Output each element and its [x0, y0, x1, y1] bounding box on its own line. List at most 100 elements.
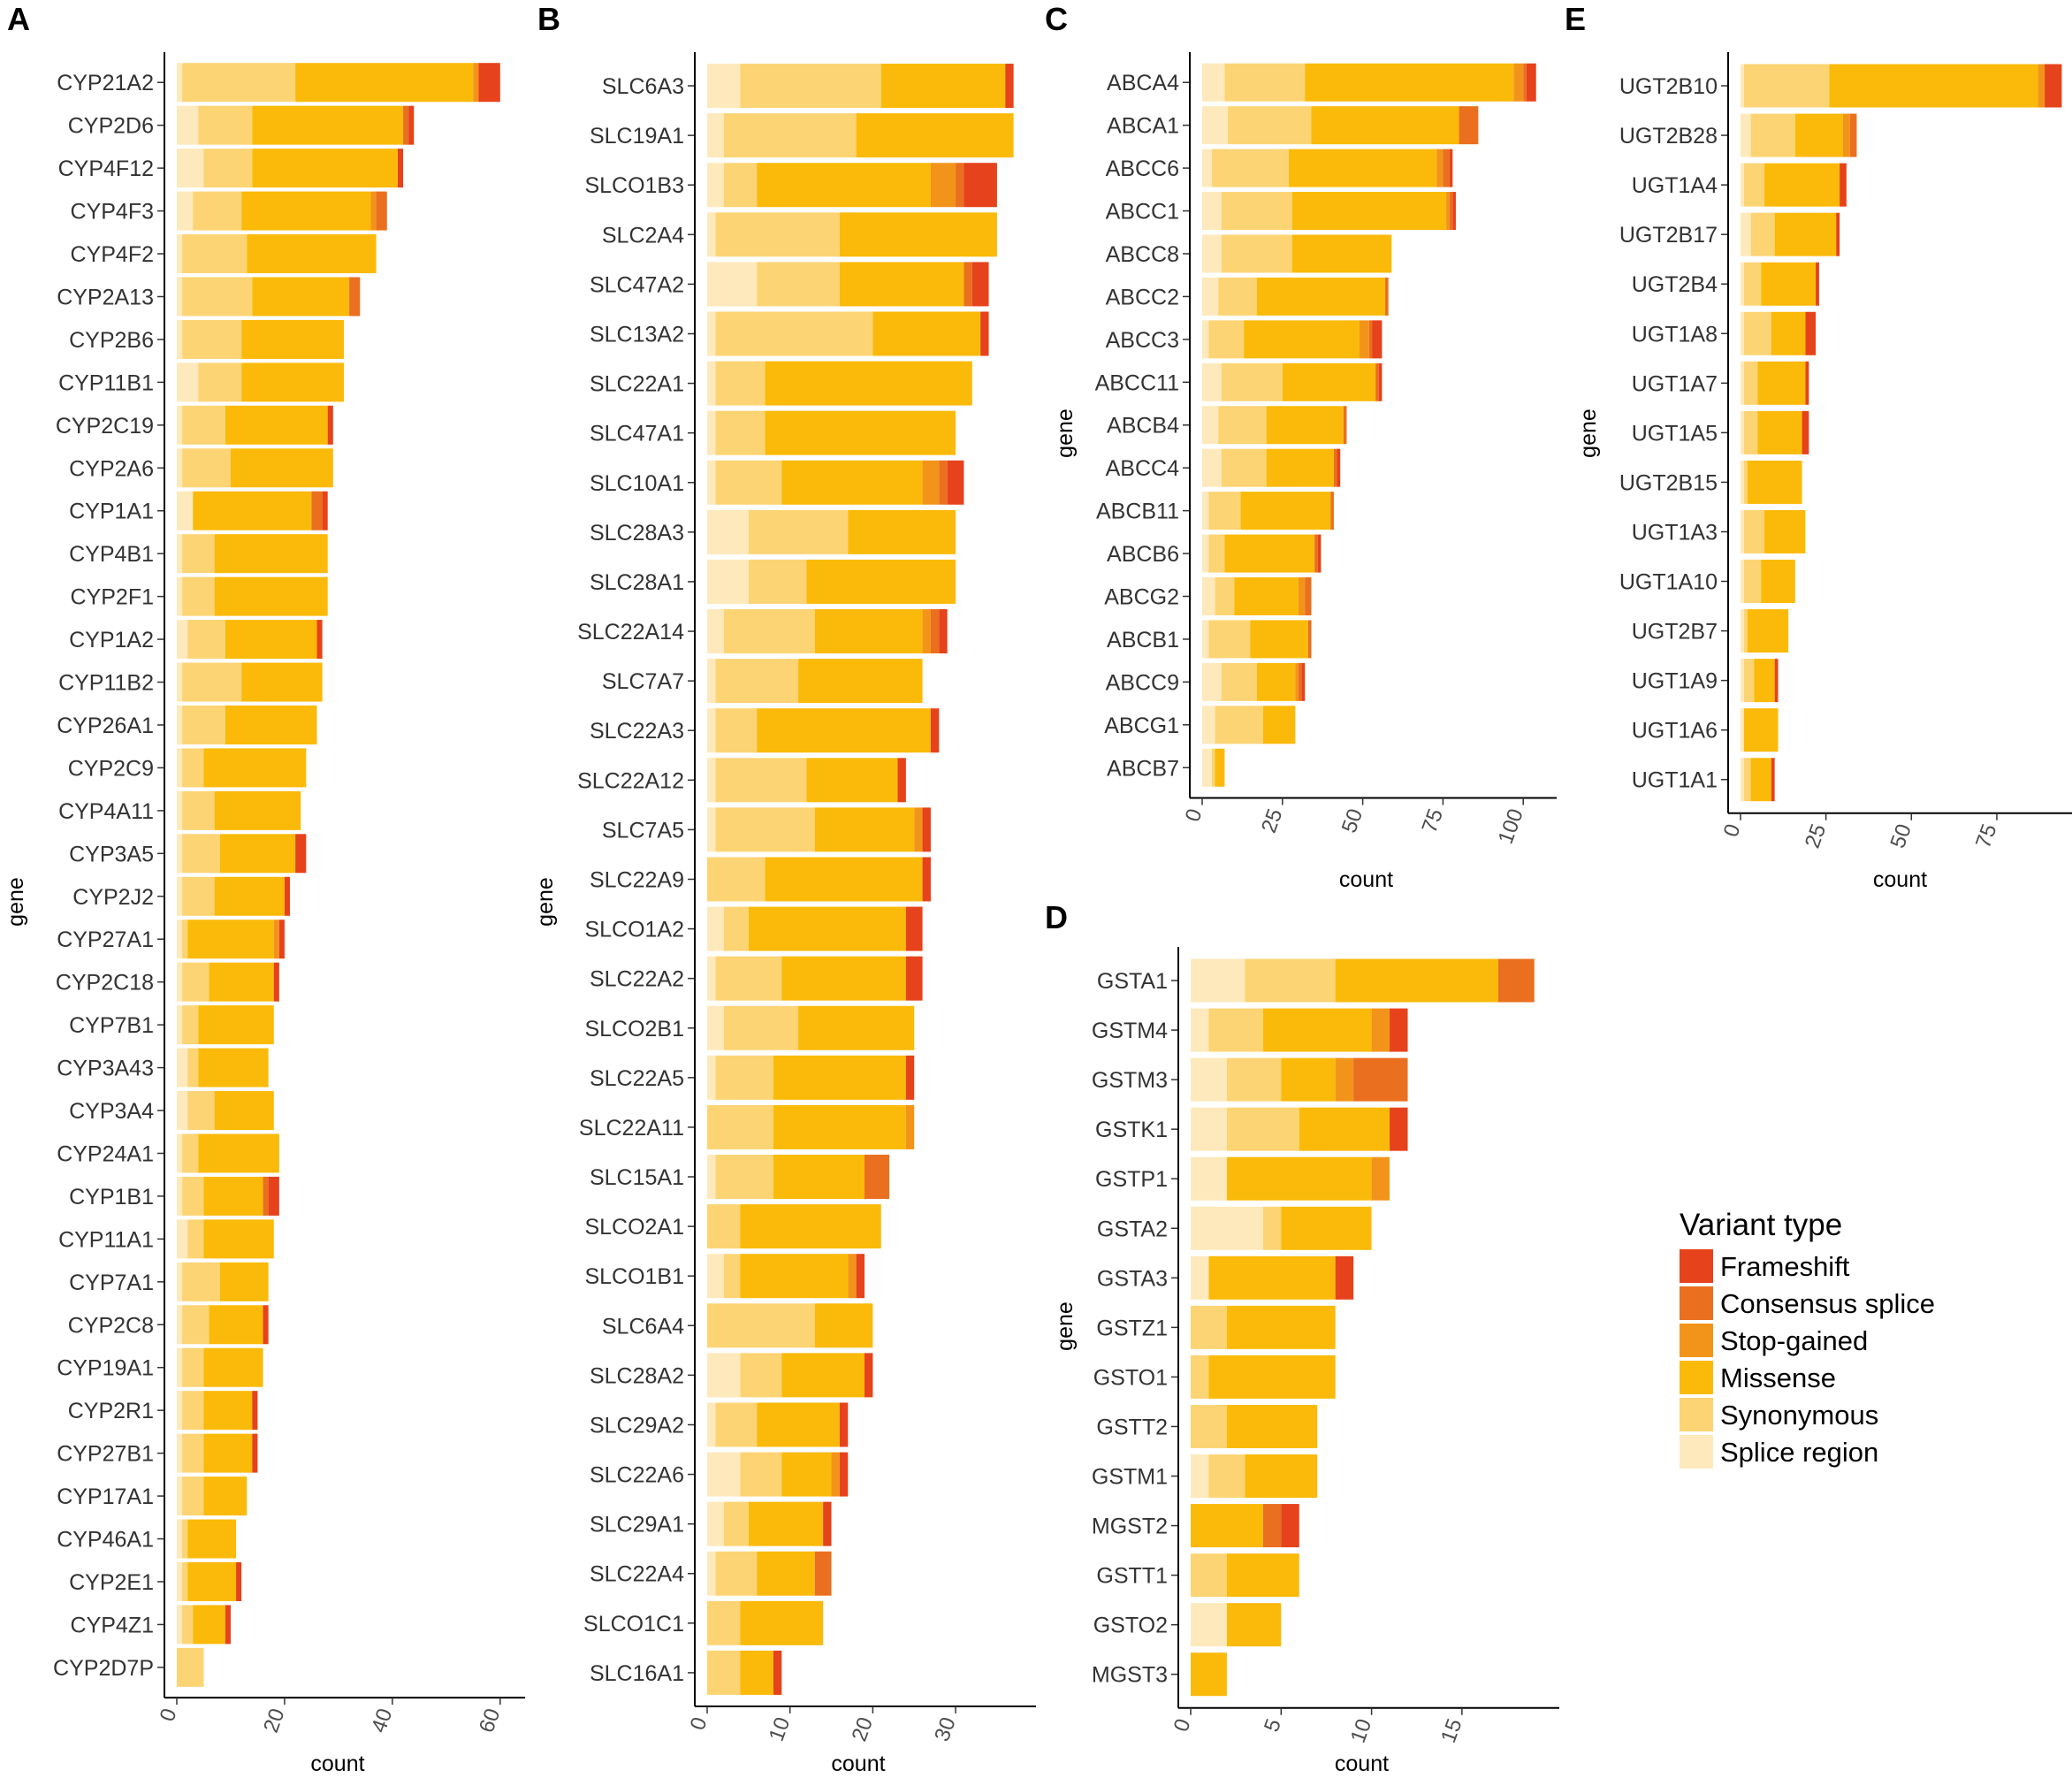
- panel-a-segment-cyp3a5-frameshift: [295, 834, 307, 874]
- panel-e-xtick-label-75: 75: [1971, 821, 2002, 851]
- panel-b-segment-slc22a4-missense: [757, 1551, 815, 1596]
- panel-e-gene-label-ugt1a5: UGT1A5: [1632, 421, 1718, 446]
- panel-a-gene-label-cyp3a4: CYP3A4: [69, 1099, 154, 1124]
- panel-a-segment-cyp1a1-frameshift: [322, 491, 328, 530]
- panel-c-segment-abcc6-frameshift: [1449, 149, 1453, 187]
- panel-c-segment-abca4-consensus-splice: [1523, 63, 1527, 102]
- panel-b-segment-slc10a1-splice-region: [707, 460, 716, 505]
- panel-a-segment-cyp4a11-missense: [214, 790, 301, 830]
- panel-b-segment-slc13a2-missense: [872, 311, 981, 356]
- panel-e-bar-ugt1a10: [1741, 560, 1795, 604]
- panel-a-bar-cyp3a5: [177, 834, 307, 874]
- panel-b-gene-label-slc22a5: SLC22A5: [590, 1066, 684, 1091]
- panel-b-gene-label-slc19a1: SLC19A1: [590, 124, 684, 149]
- panel-a-segment-cyp4f12-missense: [252, 149, 398, 188]
- panel-b-segment-slc22a3-synonymous: [715, 708, 758, 753]
- panel-c-segment-abcc9-splice-region: [1202, 662, 1222, 701]
- panel-e-gene-label-ugt2b15: UGT2B15: [1619, 470, 1718, 495]
- panel-c-segment-abcg2-consensus-splice: [1305, 577, 1312, 615]
- panel-b-segment-slc29a2-splice-region: [707, 1402, 716, 1447]
- panel-b-bar-slco1b3: [707, 163, 997, 208]
- panel-a-segment-cyp2r1-frameshift: [252, 1391, 258, 1431]
- panel-c-segment-abcc2-synonymous: [1218, 277, 1257, 316]
- panel-a-segment-cyp3a43-synonymous: [187, 1048, 199, 1087]
- panel-d-gene-label-gstt1: GSTT1: [1096, 1564, 1168, 1589]
- panel-a-bar-cyp4f3: [177, 191, 387, 231]
- panel-b-gene-label-slc29a2: SLC29A2: [590, 1413, 684, 1438]
- panel-b-gene-label-slco1a2: SLCO1A2: [584, 918, 684, 942]
- panel-c-segment-abcc8-missense: [1291, 234, 1392, 273]
- legend-item-stop-gained: Stop-gained: [1680, 1324, 1868, 1357]
- panel-a-bar-cyp2a6: [177, 448, 333, 488]
- panel-a-segment-cyp1a2-synonymous: [187, 620, 225, 660]
- panel-b-bar-slc22a14: [707, 609, 948, 654]
- panel-a-gene-label-cyp2a13: CYP2A13: [57, 285, 154, 309]
- panel-e-bar-ugt1a5: [1741, 410, 1809, 454]
- panel-a-segment-cyp11b1-splice-region: [177, 362, 199, 402]
- panel-e-xtick-label-25: 25: [1801, 821, 1832, 851]
- panel-c-segment-abcc3-missense: [1244, 320, 1360, 359]
- panel-a-gene-label-cyp2e1: CYP2E1: [69, 1570, 154, 1595]
- panel-b-segment-slc22a6-synonymous: [740, 1452, 782, 1497]
- panel-a-gene-label-cyp17a1: CYP17A1: [57, 1484, 154, 1509]
- panel-a-gene-label-cyp1a2: CYP1A2: [69, 628, 154, 652]
- panel-a-segment-cyp7b1-synonymous: [182, 1005, 199, 1045]
- panel-b-segment-slco2a1-synonymous: [707, 1204, 741, 1249]
- panel-d-letter: D: [1045, 899, 1068, 935]
- panel-b: B SLC6A3 SLC19A1 SLCO1B3 SLC2A4 SLC47A2 SLC13…: [533, 1, 1036, 1776]
- panel-d-gene-label-gstm3: GSTM3: [1092, 1068, 1168, 1093]
- legend-swatch-stop-gained: [1680, 1324, 1713, 1357]
- panel-b-segment-slc28a2-missense: [781, 1353, 865, 1398]
- panel-d-segment-gstk1-synonymous: [1226, 1107, 1299, 1151]
- panel-b-segment-slc22a9-frameshift: [922, 857, 931, 902]
- panel-c-segment-abcb1-missense: [1250, 620, 1308, 659]
- panel-c-gene-label-abcc4: ABCC4: [1106, 456, 1179, 481]
- panel-e-bar-ugt2b10: [1741, 64, 2062, 108]
- panel-a-gene-label-cyp4f12: CYP4F12: [58, 156, 154, 181]
- panel-b-segment-slc22a11-missense: [773, 1104, 906, 1149]
- panel-b-bar-slc22a3: [707, 708, 940, 753]
- panel-b-segment-slc29a2-synonymous: [715, 1402, 758, 1447]
- panel-b-segment-slc16a1-synonymous: [707, 1650, 741, 1695]
- panel-a-bar-cyp27a1: [177, 920, 285, 959]
- panel-b-segment-slc29a2-frameshift: [839, 1402, 849, 1447]
- panel-d-segment-gstm3-synonymous: [1226, 1057, 1282, 1102]
- panel-b-segment-slco1b3-synonymous: [723, 163, 758, 208]
- panel-a-segment-cyp2e1-splice-region: [177, 1561, 183, 1601]
- panel-c-segment-abcb11-consensus-splice: [1330, 492, 1334, 530]
- panel-a-segment-cyp2c8-missense: [209, 1305, 263, 1345]
- panel-a-segment-cyp2j2-frameshift: [284, 876, 291, 916]
- panel-b-segment-slc15a1-synonymous: [715, 1155, 773, 1200]
- panel-b-x-axis-title: count: [831, 1751, 885, 1776]
- panel-b-segment-slc28a3-splice-region: [707, 509, 749, 554]
- panel-a-segment-cyp2d6-splice-region: [177, 105, 199, 145]
- panel-d-bar-gstm1: [1191, 1454, 1318, 1499]
- panel-b-gene-label-slc47a2: SLC47A2: [590, 272, 684, 297]
- panel-a-gene-label-cyp26a1: CYP26A1: [57, 713, 154, 738]
- panel-a-segment-cyp21a2-synonymous: [182, 63, 296, 103]
- panel-b-segment-slco1b1-missense: [740, 1254, 849, 1299]
- panel-c-gene-label-abcc3: ABCC3: [1106, 328, 1179, 353]
- panel-d-segment-mgst2-consensus-splice: [1262, 1504, 1282, 1548]
- panel-a-segment-cyp1a2-frameshift: [316, 620, 323, 660]
- panel-b-segment-slc10a1-frameshift: [947, 460, 964, 505]
- panel-c-segment-abcc4-missense: [1266, 448, 1334, 487]
- panel-b-segment-slc22a14-frameshift: [939, 609, 948, 654]
- panel-d: D GSTA1 GSTM4 GSTM3 GSTK1 GSTP1 GSTA2 GSTA3 GST…: [1045, 899, 1559, 1776]
- panel-b-letter: B: [537, 1, 560, 37]
- panel-b-segment-slc10a1-synonymous: [715, 460, 782, 505]
- panel-a-segment-cyp2a13-synonymous: [182, 277, 253, 317]
- panel-b-segment-slc16a1-frameshift: [773, 1650, 782, 1695]
- panel-b-bar-slc28a3: [707, 509, 956, 554]
- panel-a-segment-cyp2b6-missense: [241, 319, 344, 359]
- panel-d-bar-gsta1: [1191, 958, 1535, 1003]
- legend-item-synonymous: Synonymous: [1680, 1398, 1878, 1431]
- panel-a-segment-cyp4f2-missense: [247, 234, 377, 274]
- panel-c-gene-label-abcb7: ABCB7: [1107, 756, 1179, 781]
- panel-a-xtick-label-60: 60: [475, 1706, 506, 1736]
- panel-a-bar-cyp4b1: [177, 534, 328, 574]
- panel-b-segment-slc47a2-frameshift: [971, 262, 989, 307]
- panel-a-xtick-label-0: 0: [156, 1706, 182, 1725]
- panel-d-segment-gstt2-synonymous: [1191, 1404, 1227, 1448]
